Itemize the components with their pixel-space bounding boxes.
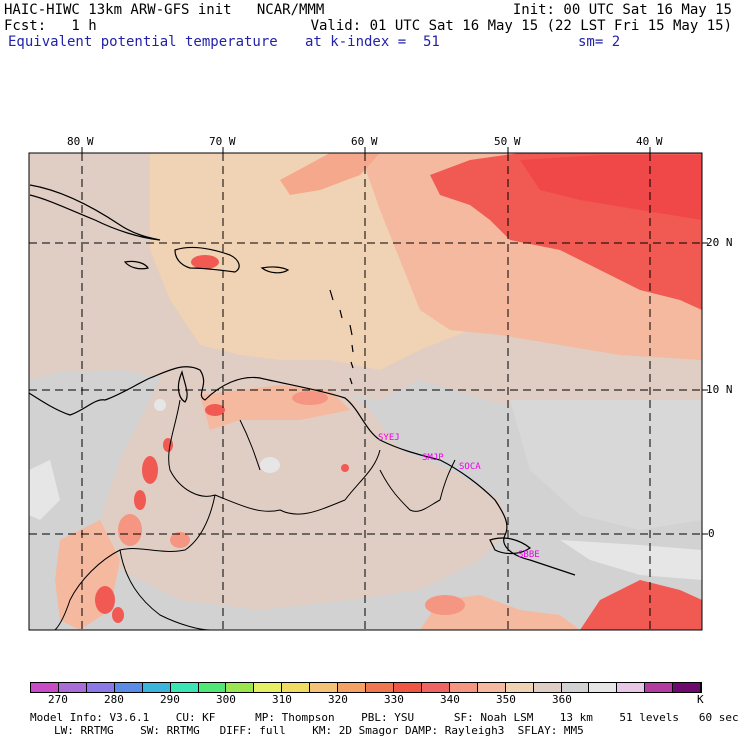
colorbar-tick-label: 270 <box>48 693 68 706</box>
lat-label-20n: 20 N <box>706 236 733 249</box>
lon-label-80w: 80 W <box>67 135 94 148</box>
lon-label-70w: 70 W <box>209 135 236 148</box>
colorbar-tick-label: 360 <box>552 693 572 706</box>
colorbar-swatch <box>617 683 646 692</box>
colorbar-swatch <box>589 683 618 692</box>
colorbar-swatch <box>449 683 478 692</box>
colorbar-tick-label: 340 <box>440 693 460 706</box>
model-info-line2: LW: RRTMG SW: RRTMG DIFF: full KM: 2D Sm… <box>54 724 584 737</box>
colorbar-swatch <box>198 683 227 692</box>
colorbar-swatch <box>561 683 590 692</box>
colorbar-swatch <box>142 683 171 692</box>
forecast-hour: Fcst: 1 h <box>4 18 97 34</box>
model-info-line1: Model Info: V3.6.1 CU: KF MP: Thompson P… <box>30 711 739 724</box>
theta-e-field <box>29 153 702 630</box>
level-index: at k-index = 51 <box>305 34 440 50</box>
colorbar-swatch <box>254 683 283 692</box>
lon-label-50w: 50 W <box>494 135 521 148</box>
valid-time: Valid: 01 UTC Sat 16 May 15 (22 LST Fri … <box>310 18 732 34</box>
station-sbbe: SBBE <box>518 550 540 560</box>
colorbar-swatch <box>170 683 199 692</box>
colorbar-tick-label: 280 <box>104 693 124 706</box>
init-time: Init: 00 UTC Sat 16 May 15 <box>512 2 732 18</box>
colorbar-swatch <box>421 683 450 692</box>
coastlines <box>29 184 576 576</box>
graticule <box>29 153 702 630</box>
colorbar-unit: K <box>697 693 704 706</box>
lon-label-60w: 60 W <box>351 135 378 148</box>
country-borders <box>54 399 456 630</box>
colorbar-swatch <box>505 683 534 692</box>
colorbar-tick-label: 330 <box>384 693 404 706</box>
colorbar-swatch <box>533 683 562 692</box>
lon-label-40w: 40 W <box>636 135 663 148</box>
smoothing: sm= 2 <box>578 34 621 50</box>
colorbar-swatch <box>31 683 59 692</box>
colorbar-swatch <box>58 683 87 692</box>
colorbar-swatch <box>366 683 394 692</box>
colorbar-tick-label: 290 <box>160 693 180 706</box>
lat-label-10n: 10 N <box>706 383 733 396</box>
colorbar-tick-label: 350 <box>496 693 516 706</box>
colorbar-swatch <box>338 683 367 692</box>
colorbar-swatch <box>477 683 506 692</box>
lat-label-0: 0 <box>708 527 715 540</box>
colorbar <box>30 682 702 693</box>
colorbar-swatch <box>393 683 422 692</box>
colorbar-swatch <box>673 683 702 692</box>
field-name: Equivalent potential temperature <box>8 34 278 50</box>
station-syej: SYEJ <box>378 433 400 443</box>
colorbar-swatch <box>114 683 143 692</box>
colorbar-swatch <box>226 683 255 692</box>
colorbar-tick-label: 310 <box>272 693 292 706</box>
colorbar-tick-label: 300 <box>216 693 236 706</box>
station-smjp: SMJP <box>422 453 444 463</box>
station-soca: SOCA <box>459 462 481 472</box>
colorbar-swatch <box>645 683 674 692</box>
colorbar-swatch <box>282 683 311 692</box>
colorbar-ticks: 270 280 290 300 310 320 330 340 350 360 <box>0 693 740 707</box>
colorbar-tick-label: 320 <box>328 693 348 706</box>
colorbar-swatch <box>310 683 339 692</box>
colorbar-swatch <box>86 683 115 692</box>
model-title: HAIC-HIWC 13km ARW-GFS init NCAR/MMM <box>4 2 325 18</box>
